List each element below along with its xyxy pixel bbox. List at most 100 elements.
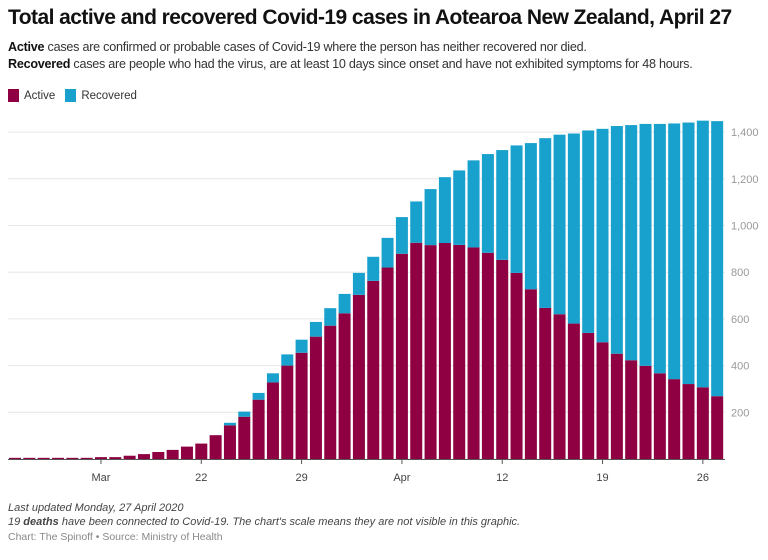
bar-active [295, 352, 308, 459]
bar-recovered [338, 293, 351, 314]
bar-recovered [639, 123, 652, 366]
bar-recovered [524, 143, 537, 290]
bar-recovered [281, 354, 294, 366]
y-tick-label: 200 [731, 407, 749, 419]
bar-active [682, 384, 695, 459]
y-tick-label: 1,200 [731, 174, 759, 186]
legend-label-active: Active [24, 89, 56, 102]
bar-recovered [610, 126, 623, 354]
stacked-bar-chart: 200 400 600 800 1,000 1,200 1,400 Mar 22 29 Apr 12 1… [8, 120, 759, 484]
bar-active [166, 449, 179, 459]
bar-recovered [553, 134, 566, 315]
bar-recovered [481, 154, 494, 253]
bar-active [152, 451, 165, 459]
bar-active [625, 360, 638, 459]
legend-swatch-active [8, 89, 19, 102]
bar-active [23, 457, 36, 459]
chart-title: Total active and recovered Covid-19 case… [8, 6, 732, 29]
bar-active [582, 332, 595, 459]
bar-recovered [295, 339, 308, 353]
legend-item-recovered: Recovered [65, 89, 137, 102]
description-active: Active cases are confirmed or probable c… [8, 40, 587, 54]
bar-recovered [324, 308, 337, 326]
bar-recovered [539, 138, 552, 308]
bar-active [180, 446, 193, 459]
legend-swatch-recovered [65, 89, 77, 102]
bar-active [338, 313, 351, 459]
bar-active [195, 443, 208, 459]
bar-active [438, 243, 451, 459]
legend: Active Recovered [8, 89, 141, 102]
x-tick-label: Apr [393, 472, 410, 484]
bar-recovered [410, 201, 423, 243]
bar-active [238, 416, 251, 459]
deaths-count: 19 [8, 516, 24, 528]
deaths-term: deaths [23, 516, 59, 528]
bar-recovered [424, 189, 437, 246]
x-tick-label: 19 [596, 472, 608, 484]
definition-recovered: cases are people who had the virus, are … [70, 57, 693, 71]
bar-active [352, 294, 365, 459]
bar-active [524, 289, 537, 459]
x-tick-label: 29 [295, 472, 307, 484]
bar-recovered [309, 321, 322, 337]
last-updated-note: Last updated Monday, 27 April 2020 [8, 502, 184, 514]
bar-recovered [223, 422, 236, 426]
bar-recovered [653, 123, 666, 374]
bar-active [123, 455, 136, 459]
y-tick-label: 400 [731, 361, 749, 373]
bar-active [711, 396, 724, 459]
bar-active [9, 457, 21, 459]
bar-recovered [496, 150, 509, 260]
bar-recovered [668, 123, 681, 380]
bar-active [281, 365, 294, 459]
deaths-note: 19 deaths have been connected to Covid-1… [8, 516, 520, 528]
bar-active [596, 342, 609, 459]
bar-recovered [266, 373, 279, 383]
bar-recovered [582, 130, 595, 333]
bar-active [467, 247, 480, 459]
bar-recovered [682, 122, 695, 385]
x-tick-label: Mar [92, 472, 111, 484]
bar-recovered [510, 145, 523, 273]
bar-recovered [596, 128, 609, 343]
legend-label-recovered: Recovered [81, 89, 137, 102]
bar-active [381, 267, 394, 459]
bar-active [223, 425, 236, 459]
bar-active [496, 259, 509, 459]
definition-active: cases are confirmed or probable cases of… [44, 40, 587, 54]
bar-active [410, 242, 423, 459]
bar-recovered [367, 256, 380, 281]
x-tick-label: 22 [195, 472, 207, 484]
bar-active [553, 314, 566, 459]
bar-active [252, 399, 265, 459]
bar-recovered [438, 177, 451, 244]
bar-active [481, 252, 494, 459]
bar-active [37, 457, 50, 459]
bar-active [266, 382, 279, 459]
bar-recovered [453, 170, 466, 245]
bar-active [367, 280, 380, 459]
description-recovered: Recovered cases are people who had the v… [8, 57, 693, 71]
bar-active [324, 325, 337, 459]
bar-active [209, 435, 222, 459]
bar-recovered [467, 160, 480, 248]
chart-credit: Chart: The Spinoff • Source: Ministry of… [8, 531, 223, 543]
bar-active [610, 353, 623, 459]
bar-recovered [711, 121, 724, 397]
bar-active [668, 379, 681, 459]
bar-active [137, 454, 150, 459]
bar-recovered [567, 133, 580, 324]
legend-item-active: Active [8, 89, 55, 102]
bar-active [80, 457, 93, 459]
bar-recovered [395, 217, 408, 254]
bar-recovered [696, 120, 709, 388]
bar-recovered [352, 272, 365, 295]
bar-active [567, 323, 580, 459]
x-tick-label: 12 [496, 472, 508, 484]
y-tick-label: 1,000 [731, 221, 759, 233]
bar-active [66, 457, 79, 459]
y-tick-label: 1,400 [731, 127, 759, 139]
y-tick-label: 800 [731, 267, 749, 279]
bar-recovered [625, 125, 638, 361]
